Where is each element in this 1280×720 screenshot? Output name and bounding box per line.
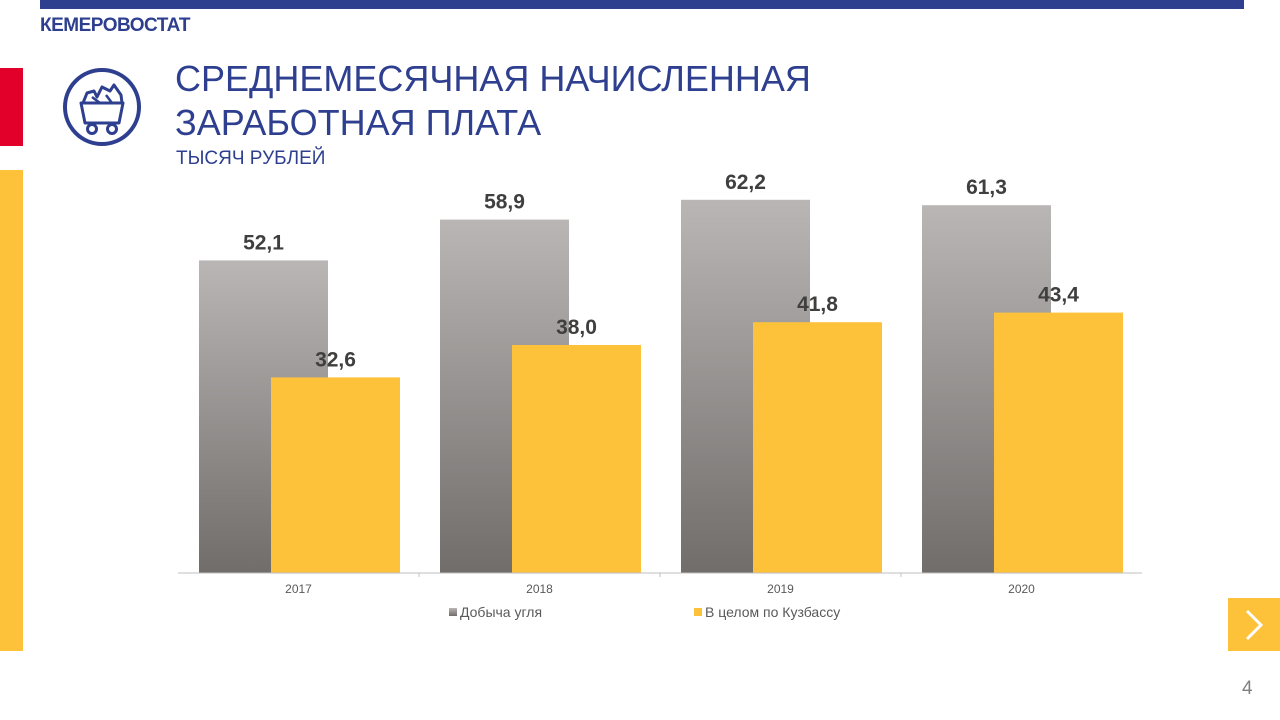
legend-label-kuzbass: В целом по Кузбассу: [705, 604, 841, 620]
data-label-coal-2017: 52,1: [243, 231, 284, 254]
data-label-kuzbass-2020: 43,4: [1038, 284, 1079, 307]
org-name: КЕМЕРОВОСТАТ: [40, 15, 191, 36]
red-accent-strip: [0, 68, 23, 146]
title-line-1: СРЕДНЕМЕСЯЧНАЯ НАЧИСЛЕННАЯ: [175, 58, 811, 99]
bar-kuzbass-2017: [271, 377, 400, 573]
next-slide-button[interactable]: [1228, 598, 1280, 651]
top-accent-bar: [40, 0, 1244, 9]
chevron-right-icon: [1245, 609, 1264, 640]
bar-kuzbass-2020: [994, 312, 1123, 573]
bar-kuzbass-2018: [512, 345, 641, 573]
legend-swatch-coal: [449, 608, 457, 616]
data-label-coal-2020: 61,3: [966, 176, 1007, 199]
bar-kuzbass-2019: [753, 322, 882, 573]
data-label-coal-2019: 62,2: [725, 171, 766, 194]
x-tick-label-2020: 2020: [1008, 582, 1035, 596]
yellow-accent-strip: [0, 170, 23, 651]
x-tick-label-2019: 2019: [767, 582, 794, 596]
data-label-coal-2018: 58,9: [484, 191, 525, 214]
data-label-kuzbass-2019: 41,8: [797, 293, 838, 316]
legend-swatch-kuzbass: [694, 608, 702, 616]
legend-item-kuzbass: В целом по Кузбассу: [694, 604, 840, 620]
x-tick-label-2018: 2018: [526, 582, 553, 596]
legend-item-coal: Добыча угля: [449, 604, 542, 620]
page-number: 4: [1242, 678, 1253, 699]
data-label-kuzbass-2018: 38,0: [556, 316, 597, 339]
coal-cart-icon: [62, 67, 142, 147]
page-subtitle: ТЫСЯЧ РУБЛЕЙ: [176, 148, 326, 169]
legend-label-coal: Добыча угля: [460, 604, 543, 620]
data-label-kuzbass-2017: 32,6: [315, 348, 356, 371]
title-line-2: ЗАРАБОТНАЯ ПЛАТА: [175, 102, 542, 143]
page-title: СРЕДНЕМЕСЯЧНАЯ НАЧИСЛЕННАЯ ЗАРАБОТНАЯ ПЛ…: [175, 57, 811, 145]
x-tick-label-2017: 2017: [285, 582, 312, 596]
